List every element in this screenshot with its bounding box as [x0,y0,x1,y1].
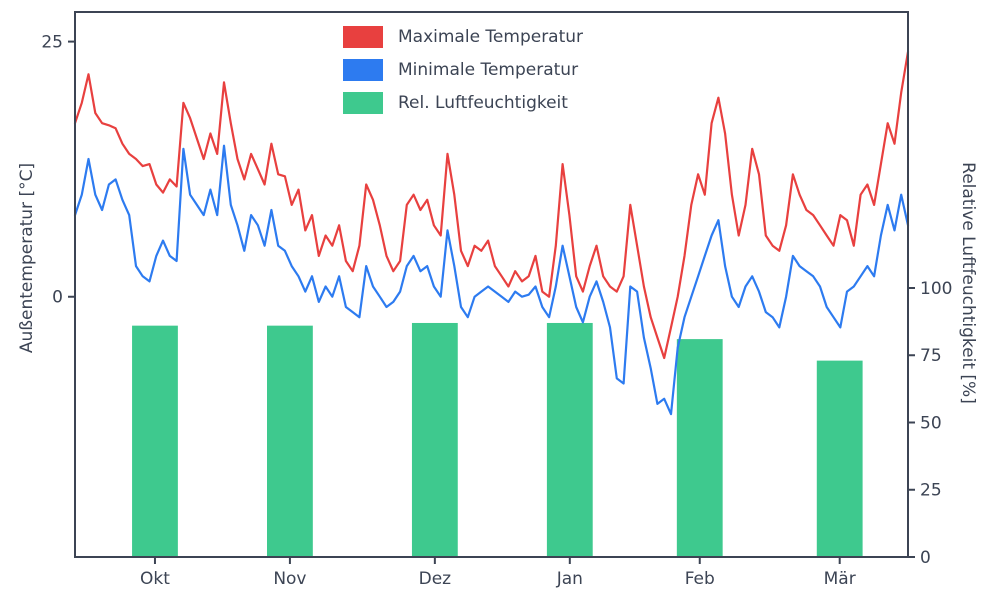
legend-item-humidity: Rel. Luftfeuchtigkeit [343,92,583,114]
x-tick-label: Dez [419,569,452,589]
right-tick-label: 0 [920,548,931,568]
min-temp-swatch-icon [343,59,383,81]
min-temp-line [73,144,910,416]
max-temp-swatch-icon [343,26,383,48]
x-tick-label: Nov [273,569,306,589]
humidity-bar-feb [676,339,723,557]
humidity-bar-okt [132,325,178,557]
legend-label-max-temp: Maximale Temperatur [398,27,584,47]
x-tick-label: Mär [824,569,856,589]
legend-item-min-temp: Minimale Temperatur [343,59,583,81]
right-axis-label: Relative Luftfeuchtigkeit [%] [958,162,978,404]
humidity-swatch-icon [343,92,383,114]
right-tick-label: 75 [920,346,942,366]
plot-border [74,11,909,558]
legend-item-max-temp: Maximale Temperatur [343,26,583,48]
x-tick-label: Okt [140,569,170,589]
legend: Maximale Temperatur Minimale Temperatur … [343,26,583,114]
x-tick-label: Feb [685,569,715,589]
left-tick-label: 25 [41,33,63,53]
humidity-bar-jan [546,322,593,557]
humidity-bar-mär [816,360,863,557]
max-temp-line [73,50,910,360]
humidity-bar-dez [411,322,458,557]
legend-label-min-temp: Minimale Temperatur [398,60,579,80]
left-tick-label: 0 [52,288,63,308]
humidity-bar-nov [267,325,313,557]
left-axis-label: Außentemperatur [°C] [17,162,37,354]
legend-label-humidity: Rel. Luftfeuchtigkeit [398,93,568,113]
right-tick-label: 50 [920,413,942,433]
x-tick-label: Jan [556,569,583,589]
right-tick-label: 25 [920,481,942,501]
right-tick-label: 100 [920,279,952,299]
